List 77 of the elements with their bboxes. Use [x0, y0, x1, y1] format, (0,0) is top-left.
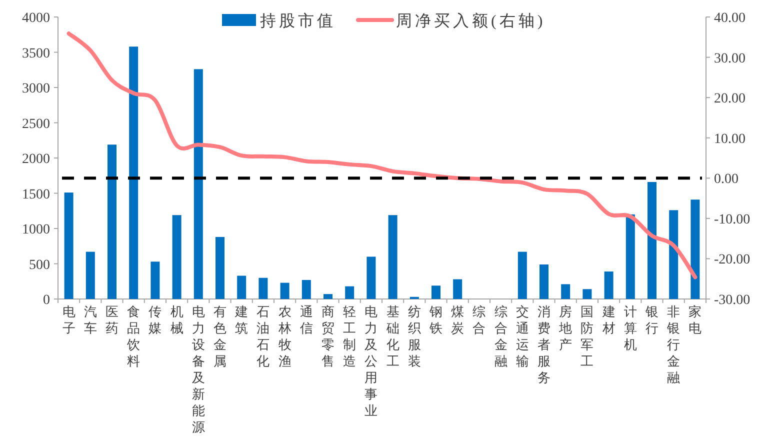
x-tick-label: 消费者服务: [538, 304, 550, 385]
bar: [604, 272, 614, 299]
x-tick-label: 国防军工: [580, 304, 594, 368]
x-tick-label: 银行: [644, 304, 658, 336]
x-tick-label: 电力及公用事业: [364, 304, 378, 418]
bar: [626, 214, 635, 299]
y-tick-label: 2000: [22, 152, 50, 167]
bar: [453, 279, 462, 299]
x-tick-label: 纺织服装: [408, 304, 421, 368]
bar: [216, 236, 224, 299]
bar: [669, 210, 678, 299]
x-tick-label: 交通运输: [516, 304, 529, 368]
y2-tick-label: -30.00: [714, 293, 750, 308]
bar: [64, 192, 74, 299]
x-tick-label: 煤炭: [451, 304, 464, 336]
y2-tick-label: 30.00: [714, 51, 746, 66]
x-tick-label: 钢铁: [428, 304, 442, 336]
bar: [129, 46, 138, 299]
x-tick-label: 电子: [62, 304, 76, 336]
y-tick-label: 0: [43, 293, 50, 308]
line-series: [66, 32, 698, 280]
x-tick-label: 建材: [601, 304, 616, 336]
bar: [108, 144, 116, 299]
legend-label: 持股市值: [260, 12, 336, 30]
bar: [258, 278, 268, 299]
bar: [345, 286, 354, 299]
legend-label: 周净买入额(右轴): [396, 12, 546, 30]
y2-tick-label: -10.00: [714, 212, 750, 228]
x-tick-label: 房地产: [558, 304, 572, 352]
x-tick-label: 计算机: [624, 304, 637, 352]
y-tick-label: 4000: [22, 11, 50, 26]
x-tick-label: 机械: [170, 304, 184, 336]
y-tick-label: 3000: [22, 82, 50, 96]
x-tick-label: 有色金属: [214, 304, 226, 368]
y2-tick-label: 20.00: [714, 92, 746, 107]
bar: [518, 252, 527, 299]
bar: [432, 286, 440, 299]
bar: [388, 215, 398, 299]
x-tick-label: 轻工制造: [343, 304, 356, 368]
x-tick-label: 商贸零售: [322, 304, 334, 368]
bar: [366, 256, 376, 299]
y2-tick-label: 10.00: [714, 132, 746, 147]
x-tick-label: 通信: [300, 304, 313, 336]
x-tick-label: 传媒: [148, 304, 162, 336]
y2-tick-label: 0.00: [714, 172, 738, 188]
bar: [582, 289, 592, 299]
bar: [561, 284, 570, 299]
bar: [172, 215, 182, 299]
y-tick-label: 3500: [22, 46, 50, 62]
x-tick-label: 汽车: [84, 304, 97, 336]
y-tick-label: 1500: [22, 187, 50, 202]
y-tick-label: 500: [29, 258, 50, 273]
y-tick-label: 2500: [22, 116, 50, 132]
x-tick-label: 食品饮料: [126, 304, 140, 368]
x-tick-label: 石油石化: [256, 304, 270, 368]
y2-tick-label: 40.00: [714, 11, 746, 26]
x-tick-label: 非银行金融: [666, 304, 680, 385]
y-tick-label: 1000: [22, 222, 50, 238]
bar: [324, 294, 332, 299]
x-tick-label: 医药: [106, 304, 118, 336]
bar: [194, 69, 203, 299]
x-tick-label: 综合: [472, 304, 486, 336]
bar: [237, 276, 246, 299]
bar: [690, 200, 700, 299]
bar: [302, 280, 311, 299]
x-tick-label: 电力设备及新能源: [192, 304, 205, 434]
x-tick-label: 综合金融: [494, 304, 508, 368]
bar: [648, 182, 656, 299]
bar: [280, 282, 290, 299]
x-tick-label: 农林牧渔: [277, 304, 292, 368]
x-tick-label: 家电: [688, 304, 702, 336]
bar: [150, 262, 160, 299]
bar: [86, 252, 95, 299]
x-tick-label: 建筑: [234, 304, 248, 336]
bar: [540, 264, 548, 299]
x-tick-label: 基础化工: [385, 304, 400, 368]
y2-tick-label: -20.00: [714, 252, 750, 268]
